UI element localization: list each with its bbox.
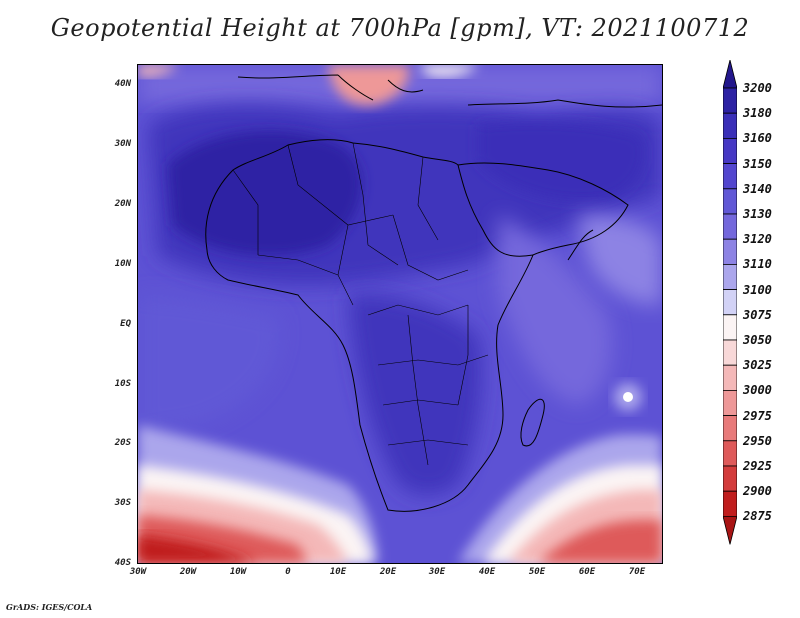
colorbar-cell <box>723 289 737 316</box>
colorbar-tick-label: 2975 <box>743 408 772 423</box>
lat-label-20n: 20N <box>114 199 131 209</box>
lon-label-20w: 20W <box>179 567 197 577</box>
colorbar-cell <box>723 263 737 290</box>
colorbar-cell <box>723 112 737 139</box>
lat-label-30s: 30S <box>114 498 131 508</box>
lon-label-20e: 20E <box>379 567 397 577</box>
colorbar-tick-label: 2950 <box>743 433 772 448</box>
caspian-coast <box>467 99 662 108</box>
lon-label-40e: 40E <box>478 567 496 577</box>
lon-label-60e: 60E <box>578 567 596 577</box>
colorbar-cell <box>723 314 737 341</box>
lon-label-70e: 70E <box>628 567 646 577</box>
colorbar-cell <box>723 339 737 366</box>
colorbar <box>723 60 737 545</box>
country-borders <box>232 142 489 466</box>
balkan-light <box>418 65 478 77</box>
sahara-core <box>168 130 362 256</box>
lon-label-30e: 30E <box>428 567 446 577</box>
colorbar-tick-label: 2875 <box>743 509 772 524</box>
colorbar-cell <box>723 364 737 391</box>
colorbar-cell <box>723 415 737 442</box>
colorbar-tick-label: 2925 <box>743 459 772 473</box>
arabia-core <box>478 122 644 201</box>
colorbar-bottom-arrow <box>723 515 737 545</box>
mediterranean-low <box>328 65 409 106</box>
lon-label-0: 0 <box>285 567 291 577</box>
colorbar-tick-label: 3140 <box>743 181 772 196</box>
lat-label-30n: 30N <box>114 139 131 149</box>
colorbar-tick-label: 3180 <box>743 106 772 121</box>
colorbar-tick-label: 3150 <box>743 156 772 171</box>
colorbar-tick-label: 3130 <box>743 207 772 221</box>
lon-label-10e: 10E <box>329 567 347 577</box>
colorbar-tick-label: 3100 <box>743 282 772 297</box>
colorbar-cell <box>723 87 737 114</box>
south-africa-high <box>348 294 482 496</box>
colorbar-cell <box>723 440 737 467</box>
colorbar-tick-label: 3000 <box>743 383 772 398</box>
map-panel <box>137 64 663 564</box>
lat-label-40s: 40S <box>114 558 131 568</box>
ring-center <box>623 392 633 402</box>
lat-label-10n: 10N <box>114 259 131 269</box>
sw-core <box>138 535 258 563</box>
colorbar-cell <box>723 138 737 165</box>
gulf-coast <box>567 229 594 261</box>
chart-title: Geopotential Height at 700hPa [gpm], VT:… <box>50 14 750 42</box>
europe-coast <box>237 74 424 101</box>
colorbar-cells <box>723 60 737 545</box>
arabia-outline <box>457 162 629 256</box>
lat-label-20s: 20S <box>114 438 131 448</box>
colorbar-cell <box>723 490 737 517</box>
colorbar-cell <box>723 163 737 190</box>
colorbar-cell <box>723 238 737 265</box>
lon-label-10w: 10W <box>229 567 247 577</box>
nw-corner-warm <box>138 65 178 77</box>
colorbar-cell <box>723 465 737 492</box>
colorbar-cell <box>723 188 737 215</box>
colorbar-tick-label: 2900 <box>743 484 772 499</box>
atlantic-tongue <box>138 295 280 435</box>
se-hot-band <box>538 520 662 563</box>
colorbar-tick-label: 3110 <box>743 257 772 272</box>
colorbar-top-arrow <box>723 60 737 89</box>
colorbar-cell <box>723 389 737 416</box>
coastlines <box>205 74 662 512</box>
grads-credit: GrADS: IGES/COLA <box>6 602 93 612</box>
colorbar-tick-label: 3120 <box>743 232 772 247</box>
geopotential-map <box>138 65 662 563</box>
colorbar-tick-label: 3200 <box>743 81 772 95</box>
africa-outline <box>205 139 534 512</box>
colorbar-cell <box>723 213 737 240</box>
colorbar-tick-label: 3050 <box>743 333 772 347</box>
lat-label-40n: 40N <box>114 79 131 89</box>
lon-label-30w: 30W <box>129 567 147 577</box>
colorbar-tick-label: 3025 <box>743 358 772 373</box>
east-africa-low <box>498 215 612 405</box>
colorbar-tick-label: 3160 <box>743 131 772 146</box>
lat-label-10s: 10S <box>114 379 131 389</box>
madagascar-outline <box>520 398 545 447</box>
arabian-sea-light <box>578 215 662 305</box>
lon-label-50e: 50E <box>528 567 546 577</box>
lat-label-eq: EQ <box>120 319 131 329</box>
colorbar-tick-label: 3075 <box>743 307 772 322</box>
